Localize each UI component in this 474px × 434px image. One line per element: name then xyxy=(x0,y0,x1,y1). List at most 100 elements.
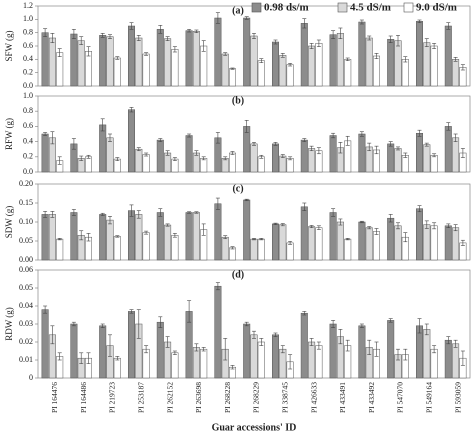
bar xyxy=(164,38,172,87)
bar xyxy=(41,309,49,379)
x-tick-label: PI 164476 xyxy=(50,382,59,413)
bar xyxy=(257,60,265,87)
bar xyxy=(48,37,56,87)
bar xyxy=(387,320,395,379)
bar xyxy=(272,41,279,87)
y-tick-label: 0.6 xyxy=(23,41,33,50)
bar xyxy=(156,139,164,173)
bar xyxy=(85,51,92,87)
bar xyxy=(214,203,222,261)
bar xyxy=(452,137,460,173)
bar xyxy=(279,55,287,87)
bar xyxy=(99,124,107,173)
bar xyxy=(128,311,135,379)
bar xyxy=(387,217,395,261)
bar xyxy=(106,36,114,87)
y-axis-title: RFW (g) xyxy=(4,118,14,150)
legend-swatch xyxy=(251,2,262,13)
bar xyxy=(142,232,150,261)
bar xyxy=(250,35,258,87)
bar xyxy=(373,55,380,87)
bar xyxy=(416,208,423,261)
bar xyxy=(416,132,423,173)
bar xyxy=(214,17,222,87)
bar xyxy=(286,158,294,173)
bar xyxy=(128,25,135,87)
bar xyxy=(135,37,143,87)
y-tick-label: 0.20 xyxy=(19,179,33,188)
bar xyxy=(243,323,251,379)
bar xyxy=(430,155,438,173)
bar xyxy=(192,347,200,379)
bar xyxy=(200,158,208,173)
bar xyxy=(452,343,460,379)
x-tick-label: PI 547070 xyxy=(396,382,405,413)
y-tick-label: 1.2 xyxy=(23,1,33,10)
bar xyxy=(423,329,431,379)
legend-label: 0.98 ds/m xyxy=(264,2,309,14)
x-tick-label: PI 433491 xyxy=(338,382,347,413)
y-tick-label: 0.05 xyxy=(19,236,33,245)
bar xyxy=(214,285,222,379)
y-tick-label: 0.8 xyxy=(23,27,33,36)
y-tick-label: 0.8 xyxy=(23,106,33,115)
bar xyxy=(99,214,107,261)
bar xyxy=(387,143,395,173)
bar xyxy=(329,323,337,379)
x-axis-title: Guar accessions' ID xyxy=(212,422,297,433)
bar xyxy=(48,214,56,261)
bar xyxy=(394,148,402,173)
bar xyxy=(308,226,316,261)
y-tick-label: 0.15 xyxy=(19,198,33,207)
bar xyxy=(243,199,251,261)
bar xyxy=(336,221,344,261)
bar xyxy=(272,223,279,261)
x-tick-label: PI 338745 xyxy=(281,382,290,413)
bar xyxy=(444,225,452,261)
bar xyxy=(156,29,164,87)
bar xyxy=(164,224,172,261)
bar xyxy=(221,53,229,87)
bar xyxy=(171,49,179,87)
bar xyxy=(135,148,143,173)
bar xyxy=(452,227,460,261)
bar xyxy=(243,126,251,173)
x-tick-label: PI 549164 xyxy=(425,382,434,413)
bar xyxy=(250,334,258,379)
bar xyxy=(221,236,229,261)
legend-swatch xyxy=(403,2,414,13)
bar xyxy=(387,39,395,87)
bar xyxy=(308,148,316,173)
bar xyxy=(444,339,452,379)
bar xyxy=(358,221,366,261)
x-tick-label: PI 433492 xyxy=(367,382,376,413)
bar xyxy=(171,352,179,379)
bar xyxy=(113,57,121,87)
y-tick-label: 0.0 xyxy=(23,167,33,176)
bar xyxy=(394,40,402,87)
bar xyxy=(77,40,85,87)
bar xyxy=(452,59,460,87)
y-tick-label: 0.06 xyxy=(19,265,33,274)
bar xyxy=(423,224,431,261)
bar xyxy=(113,236,121,261)
bar xyxy=(401,59,409,87)
bar xyxy=(416,21,423,87)
bar xyxy=(142,348,150,379)
bar xyxy=(85,156,92,173)
bar xyxy=(99,35,107,87)
x-tick-label: PI 593059 xyxy=(453,382,462,413)
legend-label: 4.5 dS/m xyxy=(350,2,391,14)
panel-label: (a) xyxy=(232,5,244,16)
bar xyxy=(257,238,265,261)
bar xyxy=(300,139,308,173)
x-tick-label: PI 262152 xyxy=(165,382,174,413)
bar xyxy=(142,53,150,87)
x-tick-label: PI 268228 xyxy=(223,382,232,413)
bar xyxy=(416,325,423,379)
y-axis-title: SFW (g) xyxy=(4,30,14,61)
bar xyxy=(272,334,279,379)
y-tick-label: 0.4 xyxy=(23,136,33,145)
bar xyxy=(272,143,279,173)
bar xyxy=(243,17,251,87)
